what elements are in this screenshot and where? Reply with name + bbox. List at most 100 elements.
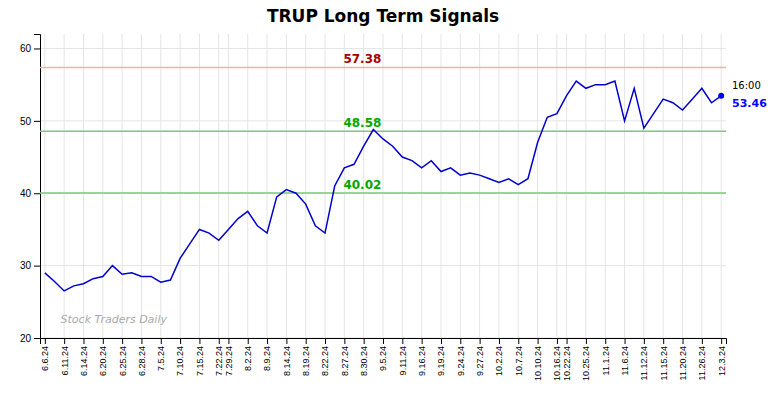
x-tick-label: 11.20.24 [678,346,688,380]
x-axis-line [41,339,727,345]
end-label: 16:00 [732,80,761,91]
x-tick-mark [267,338,268,344]
x-tick-mark [83,338,84,344]
x-tick: 7.10.24 [175,338,185,376]
y-axis: 20 30 40 50 60 [20,35,41,344]
x-tick-mark [625,338,626,344]
grid-line-x [566,34,567,338]
x-tick: 12.3.24 [717,338,727,376]
x-tick-mark [402,338,403,344]
x-tick-label: 7.15.24 [195,346,205,376]
grid-line-x [643,34,644,338]
grid-line-x [218,34,219,338]
y-tick-mark [34,193,40,194]
x-tick-label: 8.2.24 [243,346,253,371]
x-tick-label: 9.19.24 [436,346,446,376]
reference-line [40,192,726,194]
y-tick: 20 [20,333,40,344]
x-tick: 9.16.24 [417,338,427,376]
x-tick-label: 11.26.24 [697,346,707,380]
grid-line-x [556,34,557,338]
x-tick: 9.5.24 [378,338,388,371]
x-tick: 8.19.24 [301,338,311,376]
x-tick-mark [325,338,326,344]
x-tick-mark [480,338,481,344]
x-tick-label: 9.24.24 [456,346,466,376]
grid-line-x [421,34,422,338]
grid-line-x [518,34,519,338]
x-tick: 8.14.24 [282,338,292,376]
x-tick-mark [460,338,461,344]
grid-line-x [160,34,161,338]
x-tick-mark [702,338,703,344]
reference-label: 40.02 [343,178,381,192]
grid-line-x [199,34,200,338]
grid-line-x [537,34,538,338]
reference-label: 48.58 [343,116,381,130]
y-tick-mark [34,266,40,267]
x-tick-label: 9.11.24 [398,346,408,375]
x-tick-label: 6.14.24 [79,346,89,376]
x-tick-mark [721,338,722,344]
x-tick-label: 6.11.24 [60,346,70,375]
x-tick: 10.2.24 [494,338,504,376]
x-tick-label: 10.2.24 [494,346,504,376]
y-tick-label: 50 [20,116,32,127]
y-axis-line [34,35,41,339]
x-tick-mark [248,338,249,344]
x-tick-label: 8.14.24 [282,346,292,376]
x-tick: 10.10.24 [533,338,543,381]
x-tick-label: 10.25.24 [581,346,591,381]
plot-area: 20304050606.6.246.11.246.14.246.20.246.2… [20,34,767,381]
grid-line-x [605,34,606,338]
y-tick-label: 40 [20,188,32,199]
x-tick-mark [103,338,104,344]
x-tick-label: 9.27.24 [475,346,485,376]
x-tick: 6.20.24 [98,338,108,376]
x-tick-label: 10.16.24 [552,346,562,381]
grid-line-x [180,34,181,338]
grid-line-x [267,34,268,338]
x-tick-mark [141,338,142,344]
grid-line-x [701,34,702,338]
x-tick-label: 7.5.24 [156,346,166,371]
y-tick-mark [34,121,40,122]
x-tick-label: 9.16.24 [417,346,427,376]
y-tick: 40 [20,188,40,199]
x-tick: 11.1.24 [601,338,611,375]
x-tick: 8.9.24 [262,338,272,371]
x-tick-label: 8.22.24 [320,346,330,376]
x-tick: 9.19.24 [436,338,446,376]
x-tick: 8.27.24 [340,338,350,376]
x-tick-mark [518,338,519,344]
x-tick-mark [441,338,442,344]
x-tick-label: 7.10.24 [175,346,185,376]
reference-label: 57.38 [343,52,381,66]
y-tick-label: 60 [20,43,32,54]
grid-line-x [402,34,403,338]
x-tick-label: 11.1.24 [601,346,611,375]
grid-line-x [83,34,84,338]
grid-line-x [141,34,142,338]
grid-line-x [286,34,287,338]
x-tick: 9.24.24 [456,338,466,376]
grid-line-x [682,34,683,338]
y-tick: 60 [20,43,40,54]
x-tick-label: 7.22.24 [214,346,224,376]
x-tick-label: 9.5.24 [378,346,388,371]
x-tick-mark [286,338,287,344]
x-tick-mark [306,338,307,344]
x-tick-label: 6.6.24 [40,346,50,371]
x-tick-mark [161,338,162,344]
x-tick-mark [538,338,539,344]
x-tick: 10.25.24 [581,338,591,381]
x-tick-mark [219,338,220,344]
x-tick: 6.11.24 [60,338,70,375]
y-tick-label: 30 [20,260,32,271]
x-tick-label: 11.6.24 [620,346,630,375]
grid-line-x [305,34,306,338]
x-tick-mark [644,338,645,344]
x-tick-label: 10.22.24 [562,346,572,381]
x-tick: 8.30.24 [359,338,369,376]
grid-line-x [585,34,586,338]
